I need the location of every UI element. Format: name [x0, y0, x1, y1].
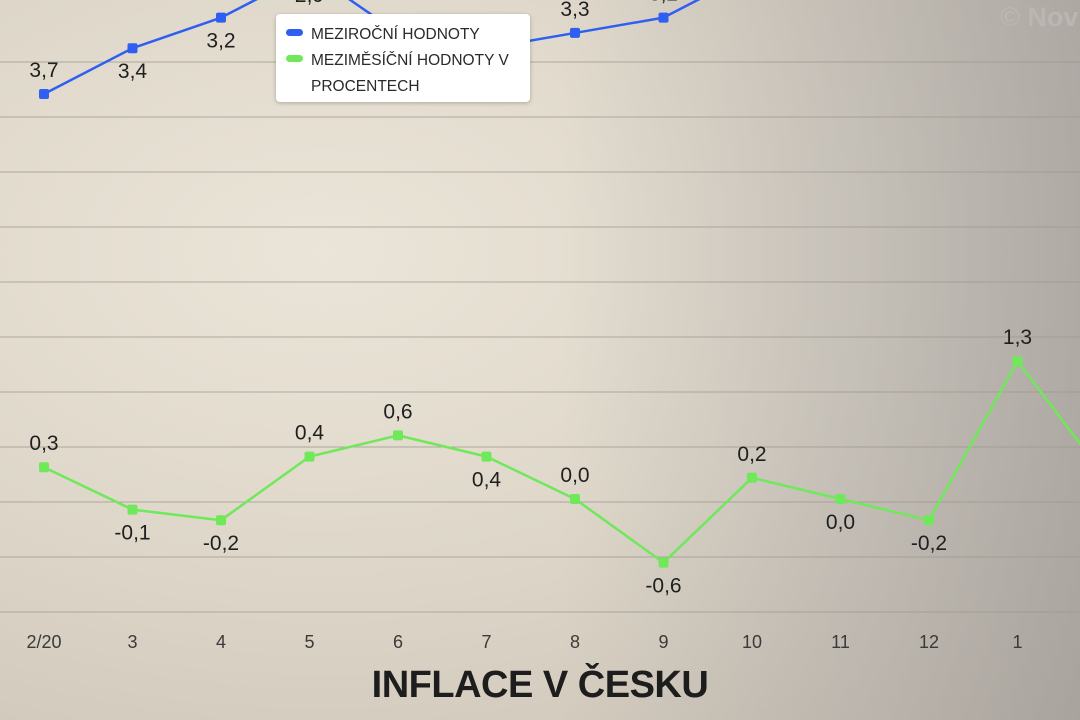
point-yoy: [39, 89, 49, 99]
data-label-mom: 1,3: [1003, 326, 1032, 349]
data-label-mom: -0,6: [645, 575, 681, 598]
x-tick-label: 2/20: [26, 632, 61, 652]
x-tick-label: 4: [216, 632, 226, 652]
x-axis-ticks: 2/20 3 4 5 6 7 8 9 10 11 12 1: [26, 632, 1022, 652]
legend-swatch-green: [286, 55, 303, 63]
data-label-yoy: 3,3: [560, 0, 589, 21]
data-label-yoy: 3,2: [206, 30, 235, 53]
point-yoy: [570, 27, 580, 38]
point-mom: [658, 557, 669, 568]
x-tick-label: 10: [742, 632, 762, 652]
point-yoy: [658, 12, 669, 23]
x-tick-label: 7: [481, 632, 491, 652]
data-label-mom: 0,4: [472, 469, 502, 492]
x-tick-label: 9: [658, 632, 668, 652]
point-yoy: [216, 12, 226, 23]
point-mom: [835, 494, 846, 504]
chart-legend: MEZIROČNÍ HODNOTY MEZIMĚSÍČNÍ HODNOTY V …: [276, 14, 530, 102]
x-tick-label: 5: [304, 632, 314, 652]
data-label-mom: -0,1: [114, 522, 150, 545]
data-label-yoy: 2,9: [295, 0, 324, 7]
data-label-mom: 0,6: [383, 400, 412, 423]
point-yoy: [127, 43, 138, 54]
data-label-mom: -0,2: [203, 532, 239, 555]
legend-label-yoy: MEZIROČNÍ HODNOTY: [311, 26, 480, 43]
point-mom: [924, 515, 934, 526]
data-label-yoy: 3,4: [118, 60, 148, 83]
point-mom: [481, 451, 492, 462]
data-label-yoy: 3,2: [649, 0, 678, 6]
legend-label-mom: MEZIMĚSÍČNÍ HODNOTY V PROCENTECH: [311, 52, 509, 95]
point-mom: [747, 472, 757, 483]
chart-title: INFLACE V ČESKU: [371, 664, 709, 706]
grid-lines: [0, 61, 1080, 613]
point-mom: [216, 515, 226, 526]
legend-item-mom: MEZIMĚSÍČNÍ HODNOTY V PROCENTECH: [286, 48, 526, 100]
x-tick-label: 12: [919, 632, 939, 652]
x-tick-label: 3: [127, 632, 137, 652]
data-label-mom: 0,0: [826, 511, 855, 534]
point-mom: [304, 451, 315, 462]
x-tick-label: 11: [831, 632, 850, 652]
data-label-yoy: 3,7: [29, 59, 58, 82]
background-overlay: [560, 0, 1080, 720]
point-mom: [127, 504, 138, 515]
x-tick-label: 6: [393, 632, 403, 652]
legend-swatch-blue: [286, 29, 303, 37]
data-label-mom: 0,0: [560, 464, 589, 487]
point-mom: [39, 462, 49, 473]
point-mom: [570, 494, 580, 504]
copyright-watermark: © Nov: [1000, 2, 1079, 32]
point-mom: [393, 430, 403, 441]
legend-item-yoy: MEZIROČNÍ HODNOTY: [286, 22, 480, 48]
point-mom: [1012, 356, 1023, 367]
data-label-mom: 0,4: [295, 422, 325, 445]
data-label-mom: 0,2: [737, 443, 766, 466]
data-label-mom: 0,3: [29, 432, 58, 455]
x-tick-label: 1: [1012, 632, 1022, 652]
x-tick-label: 8: [570, 632, 580, 652]
data-label-mom: -0,2: [911, 532, 947, 555]
